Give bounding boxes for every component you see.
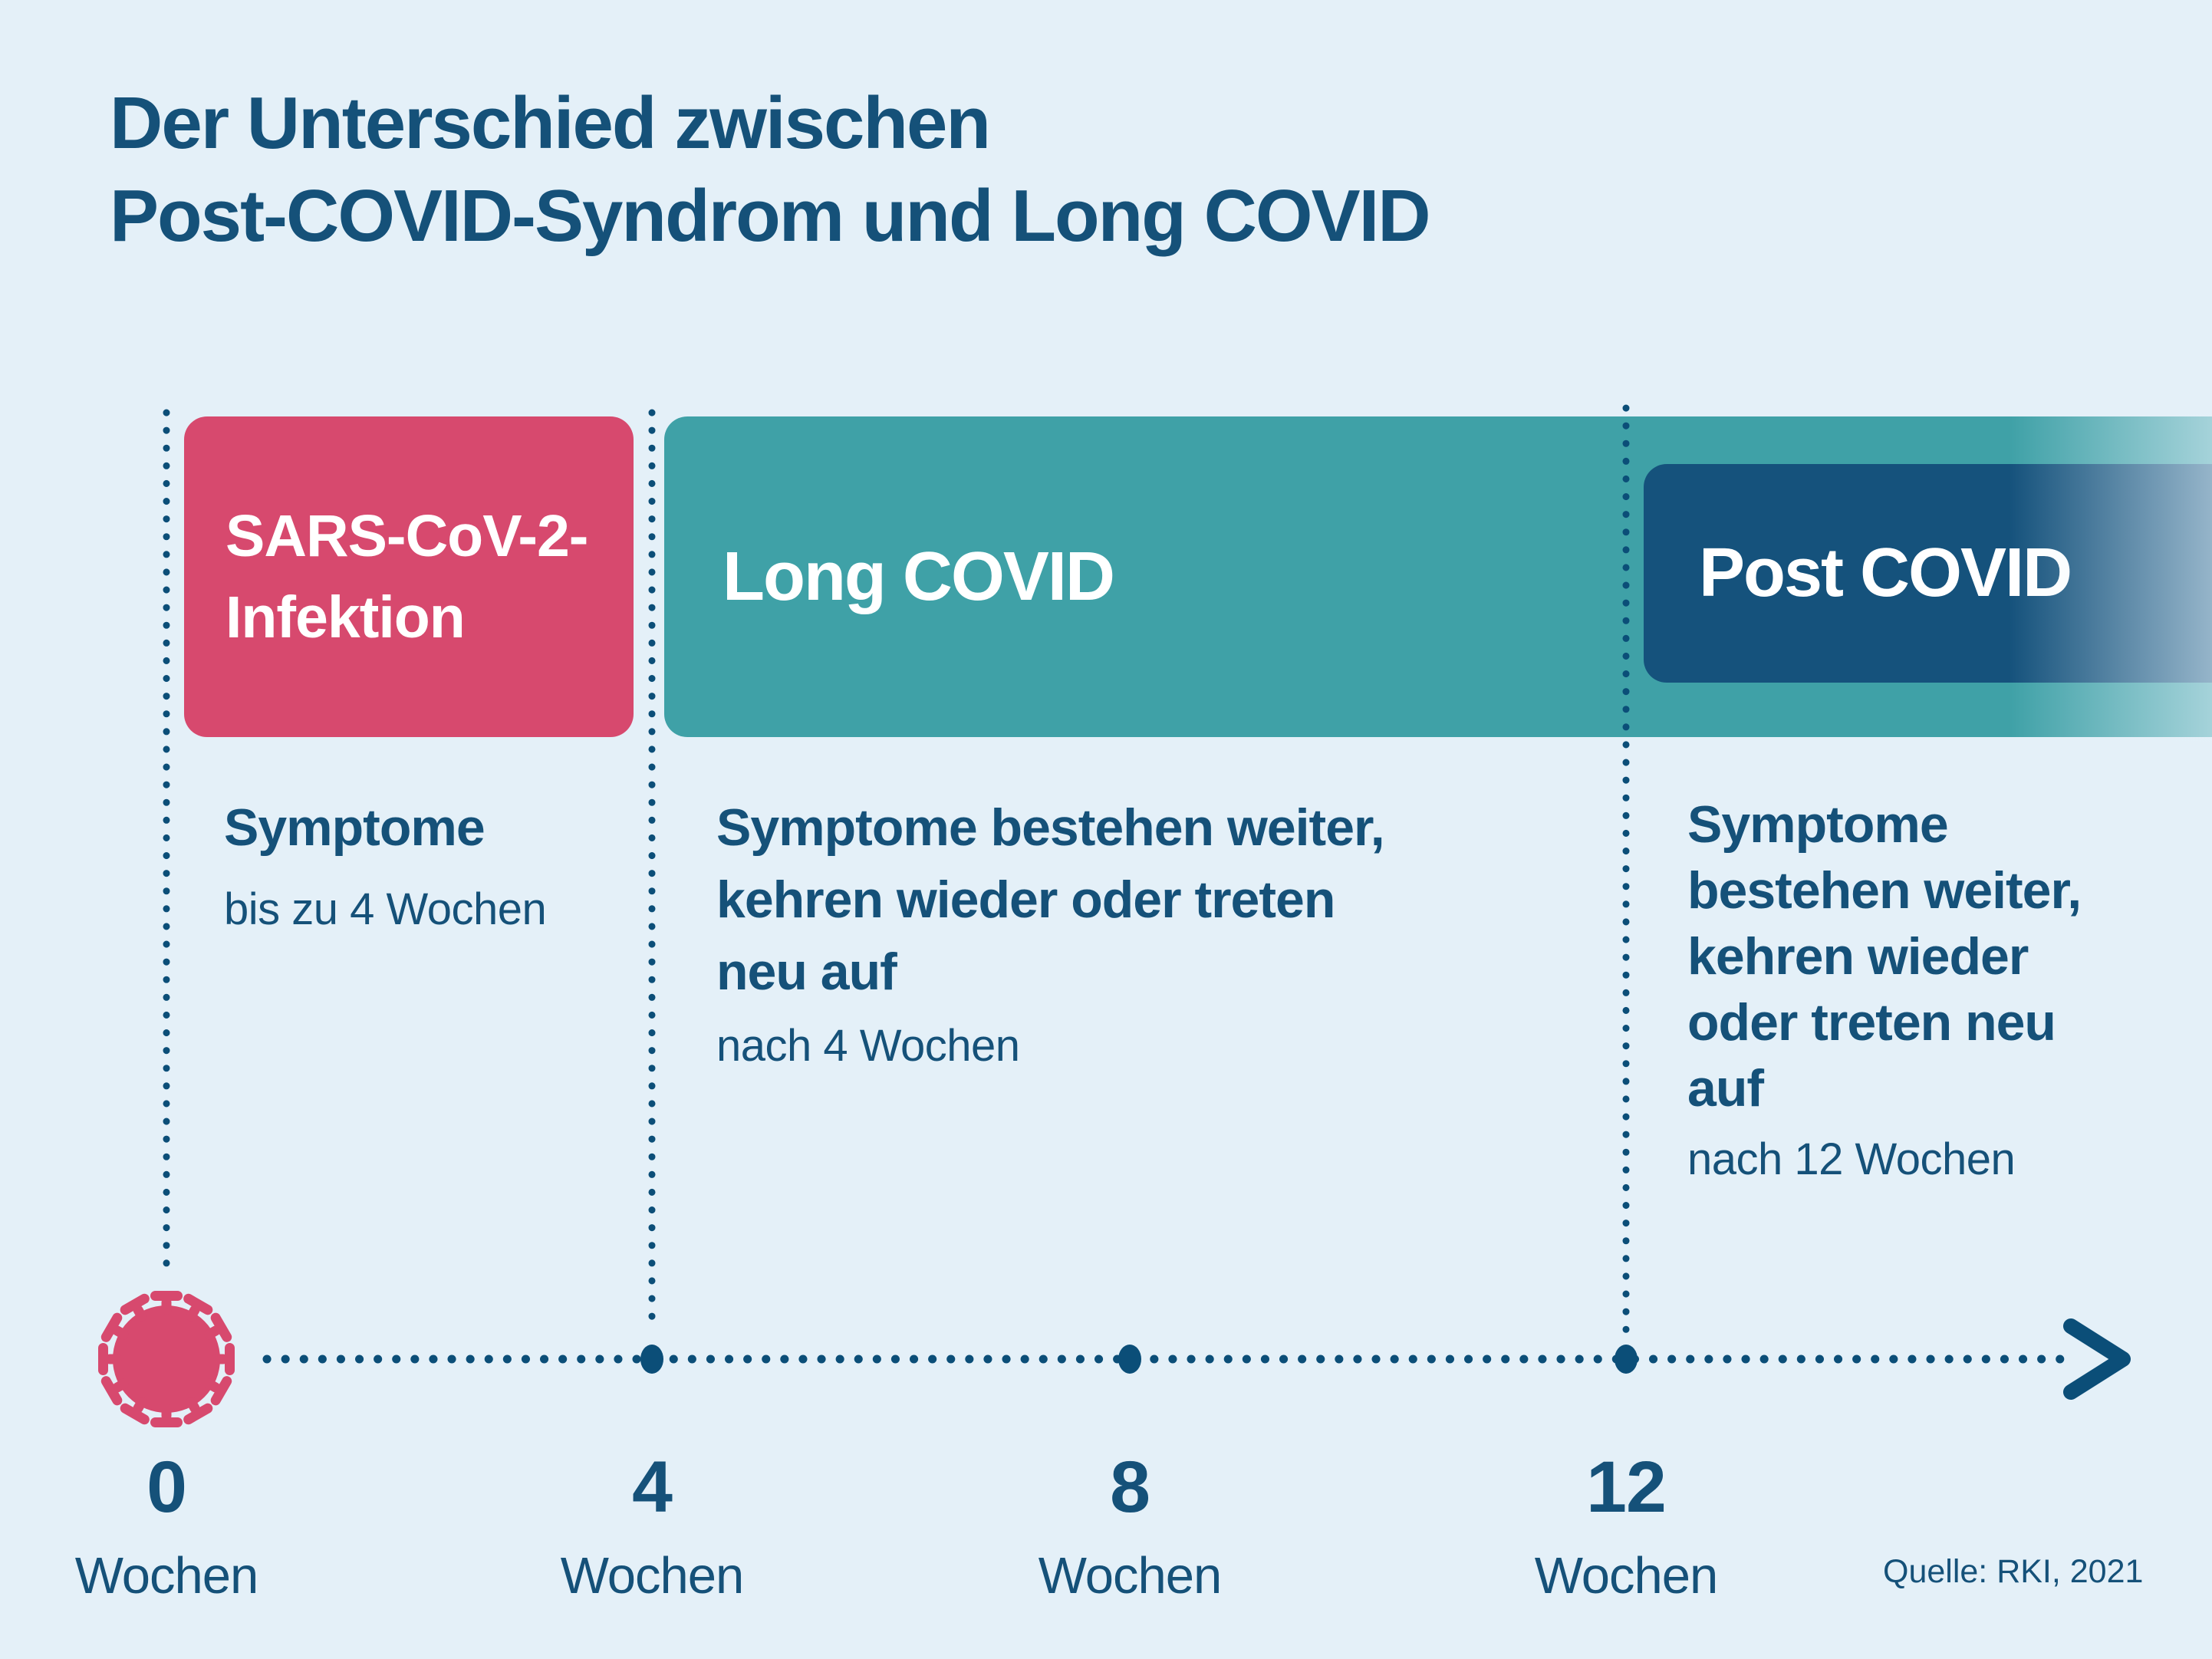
timeline-dot-8-wochen	[1118, 1345, 1141, 1374]
description-heading-line: kehren wieder	[1687, 927, 2029, 986]
description-heading: Symptome bestehen weiter, kehren wieder …	[1687, 792, 2082, 1121]
tick-value: 12	[1586, 1447, 1667, 1528]
arrow-right-icon	[2063, 1318, 2131, 1400]
description-heading-line: oder treten neu	[1687, 993, 2056, 1052]
description-heading-line: neu auf	[716, 943, 897, 1001]
description-subtext: bis zu 4 Wochen	[224, 884, 547, 934]
timeline-dot-4-wochen	[640, 1345, 663, 1374]
tick-value: 8	[1110, 1447, 1150, 1528]
description-subtext: nach 12 Wochen	[1687, 1134, 2016, 1184]
description-heading-line: Symptome bestehen weiter,	[716, 798, 1385, 857]
description-heading: Symptome	[224, 792, 546, 864]
description-heading-line: kehren wieder oder treten	[716, 871, 1335, 929]
tick-0-wochen: 0 Wochen	[51, 1446, 281, 1605]
page-title-line2: Post-COVID-Syndrom und Long COVID	[110, 175, 1431, 257]
description-long-covid: Symptome bestehen weiter, kehren wieder …	[716, 792, 1385, 1071]
tick-unit: Wochen	[1038, 1547, 1223, 1605]
tick-unit: Wochen	[74, 1547, 259, 1605]
phase-box-sars-cov-2-infektion: SARS-CoV-2- Infektion	[184, 416, 634, 737]
tick-8-wochen: 8 Wochen	[1015, 1446, 1245, 1605]
tick-4-wochen: 4 Wochen	[537, 1446, 767, 1605]
description-post-covid: Symptome bestehen weiter, kehren wieder …	[1687, 792, 2082, 1185]
timeline-dot-12-wochen	[1615, 1345, 1638, 1374]
description-subtext: nach 4 Wochen	[716, 1021, 1020, 1071]
tick-value: 4	[632, 1447, 673, 1528]
tick-unit: Wochen	[560, 1547, 745, 1605]
description-heading: Symptome bestehen weiter, kehren wieder …	[716, 792, 1385, 1008]
phase-label: Long COVID	[723, 538, 1115, 615]
page-title-line1: Der Unterschied zwischen	[110, 82, 991, 164]
tick-value: 0	[146, 1447, 187, 1528]
description-heading-line: Symptome	[1687, 795, 1949, 854]
description-heading-line: Symptome	[224, 798, 486, 857]
tick-unit: Wochen	[1534, 1547, 1719, 1605]
phase-label-line: Infektion	[225, 584, 466, 650]
source-note: Quelle: RKI, 2021	[1883, 1553, 2144, 1590]
description-sars: Symptome bis zu 4 Wochen	[224, 792, 547, 935]
page-title: Der Unterschied zwischen Post-COVID-Synd…	[110, 77, 1431, 262]
coronavirus-icon	[98, 1291, 235, 1427]
tick-12-wochen: 12 Wochen	[1511, 1446, 1741, 1605]
description-heading-line: auf	[1687, 1059, 1764, 1118]
phase-label-line: SARS-CoV-2-	[225, 503, 588, 569]
description-heading-line: bestehen weiter,	[1687, 861, 2082, 920]
